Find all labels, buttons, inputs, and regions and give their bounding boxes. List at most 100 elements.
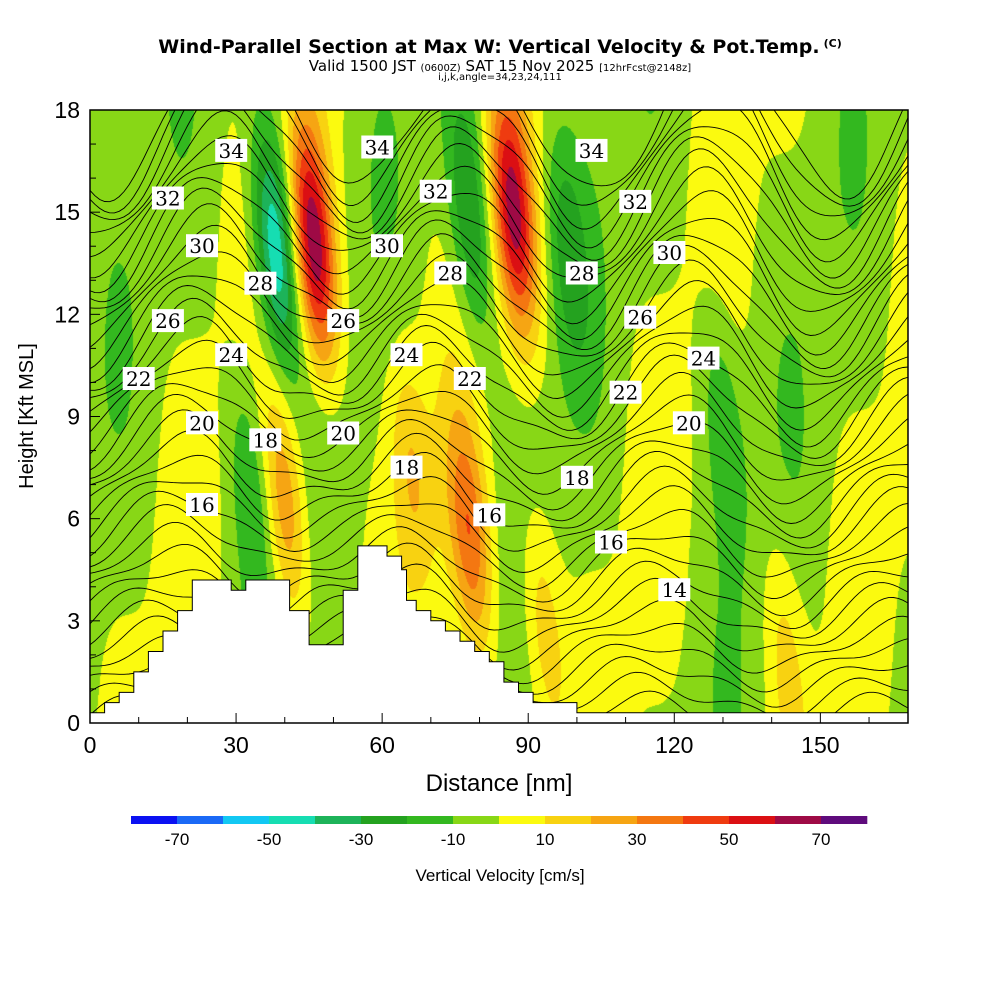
colorbar-segment: [269, 816, 316, 824]
x-tick-label: 30: [223, 732, 249, 758]
terrain: [90, 545, 908, 723]
theta-contour-line: [90, 297, 908, 418]
theta-label: 30: [653, 241, 686, 265]
theta-label-box: [658, 578, 691, 602]
theta-label-text: 22: [126, 367, 151, 391]
theta-label-box: [560, 465, 593, 489]
theta-label-text: 32: [423, 180, 448, 204]
theta-label: 26: [151, 309, 184, 333]
theta-contour-line: [90, 372, 908, 475]
theta-label-box: [215, 138, 248, 162]
theta-contour-line: [90, 409, 908, 511]
y-tick-label: 15: [54, 199, 80, 225]
theta-label-text: 20: [330, 422, 355, 446]
theta-label-text: 30: [374, 234, 399, 258]
theta-label-box: [609, 380, 642, 404]
theta-label: 32: [151, 186, 184, 211]
theta-label: 22: [122, 367, 155, 391]
y-tick-label: 3: [67, 608, 80, 634]
theta-label-text: 26: [330, 309, 355, 333]
theta-label: 24: [687, 346, 720, 371]
theta-label: 20: [672, 411, 705, 435]
theta-contour-line: [90, 148, 908, 294]
theta-label: 22: [453, 367, 486, 391]
colorbar-segment: [821, 816, 868, 824]
colorbar-segment: [499, 816, 546, 824]
theta-contour-line: [90, 542, 908, 617]
theta-label-text: 16: [598, 531, 623, 555]
y-tick-label: 6: [67, 506, 80, 532]
theta-label: 34: [215, 138, 248, 163]
theta-label: 34: [575, 138, 608, 163]
colorbar-segment: [453, 816, 500, 824]
theta-label-box: [453, 367, 486, 390]
theta-label: 16: [595, 530, 627, 555]
theta-contour-line: [90, 166, 908, 303]
theta-label: 34: [361, 135, 394, 160]
theta-label-text: 20: [676, 411, 701, 435]
theta-label-box: [151, 186, 184, 210]
theta-label-box: [361, 135, 394, 159]
theta-contour-line: [90, 465, 908, 552]
x-tick-label: 120: [655, 732, 693, 758]
colorbar-segment: [591, 816, 638, 824]
x-axis-label: Distance [nm]: [426, 770, 573, 797]
colorbar-segment: [177, 816, 224, 824]
colorbar-segment: [131, 816, 178, 824]
theta-contour-line: [90, 110, 908, 263]
theta-label-text: 28: [438, 262, 463, 286]
theta-label-box: [624, 305, 657, 329]
theta-label-text: 34: [365, 136, 390, 160]
theta-contour-line: [90, 135, 908, 279]
theta-label: 26: [624, 305, 657, 330]
colorbar-tick-label: -70: [165, 830, 190, 849]
colorbar-tick-label: -50: [257, 830, 282, 849]
theta-label-text: 30: [657, 241, 682, 265]
theta-label-text: 26: [627, 306, 652, 330]
y-axis-label: Height [Kft MSL]: [16, 343, 38, 489]
theta-contour-line: [90, 110, 908, 214]
colorbar-segment: [361, 816, 408, 824]
colorbar-segment: [545, 816, 592, 824]
forecast-info: [12hrFcst@2148z]: [599, 63, 692, 74]
title-block: Wind-Parallel Section at Max W: Vertical…: [0, 36, 1000, 83]
colorbar-segment: [729, 816, 776, 824]
colorbar-segment: [775, 816, 822, 824]
theta-label-text: 24: [394, 343, 419, 367]
theta-label: 28: [244, 271, 277, 296]
theta-label-box: [575, 138, 608, 162]
theta-label-box: [473, 503, 506, 527]
theta-label-text: 22: [613, 381, 638, 405]
theta-label-box: [419, 179, 452, 203]
theta-label: 18: [390, 455, 423, 480]
theta-label-text: 24: [218, 343, 243, 367]
theta-label-box: [327, 421, 360, 445]
theta-label-text: 34: [218, 139, 243, 163]
theta-label-box: [215, 343, 248, 367]
y-tick-label: 12: [54, 301, 80, 327]
chart-title-text: Wind-Parallel Section at Max W: Vertical…: [158, 36, 820, 58]
colorbar-tick-label: 50: [720, 830, 739, 849]
theta-label: 14: [658, 578, 691, 602]
colorbar-segment: [407, 816, 454, 824]
theta-label-box: [186, 411, 218, 435]
theta-contour-line: [90, 187, 908, 325]
colorbar-label: Vertical Velocity [cm/s]: [415, 866, 584, 885]
colorbar-tick-label: -30: [349, 830, 374, 849]
theta-contour-line: [90, 244, 908, 370]
theta-label-text: 18: [394, 456, 419, 480]
theta-label-box: [390, 455, 423, 479]
theta-label-text: 26: [155, 309, 180, 333]
theta-label: 32: [419, 179, 452, 204]
y-tick-label: 18: [54, 97, 80, 123]
theta-label: 16: [473, 503, 506, 527]
theta-contour-line: [90, 485, 908, 573]
theta-label-text: 30: [189, 234, 214, 258]
theta-label: 24: [215, 343, 248, 367]
y-axis: 0 3 6 9 12 15 18: [54, 97, 100, 736]
theta-label-box: [249, 428, 282, 452]
theta-label-text: 24: [691, 347, 716, 371]
valid-utc: (0600Z): [420, 63, 461, 74]
theta-contour-line: [90, 354, 908, 459]
